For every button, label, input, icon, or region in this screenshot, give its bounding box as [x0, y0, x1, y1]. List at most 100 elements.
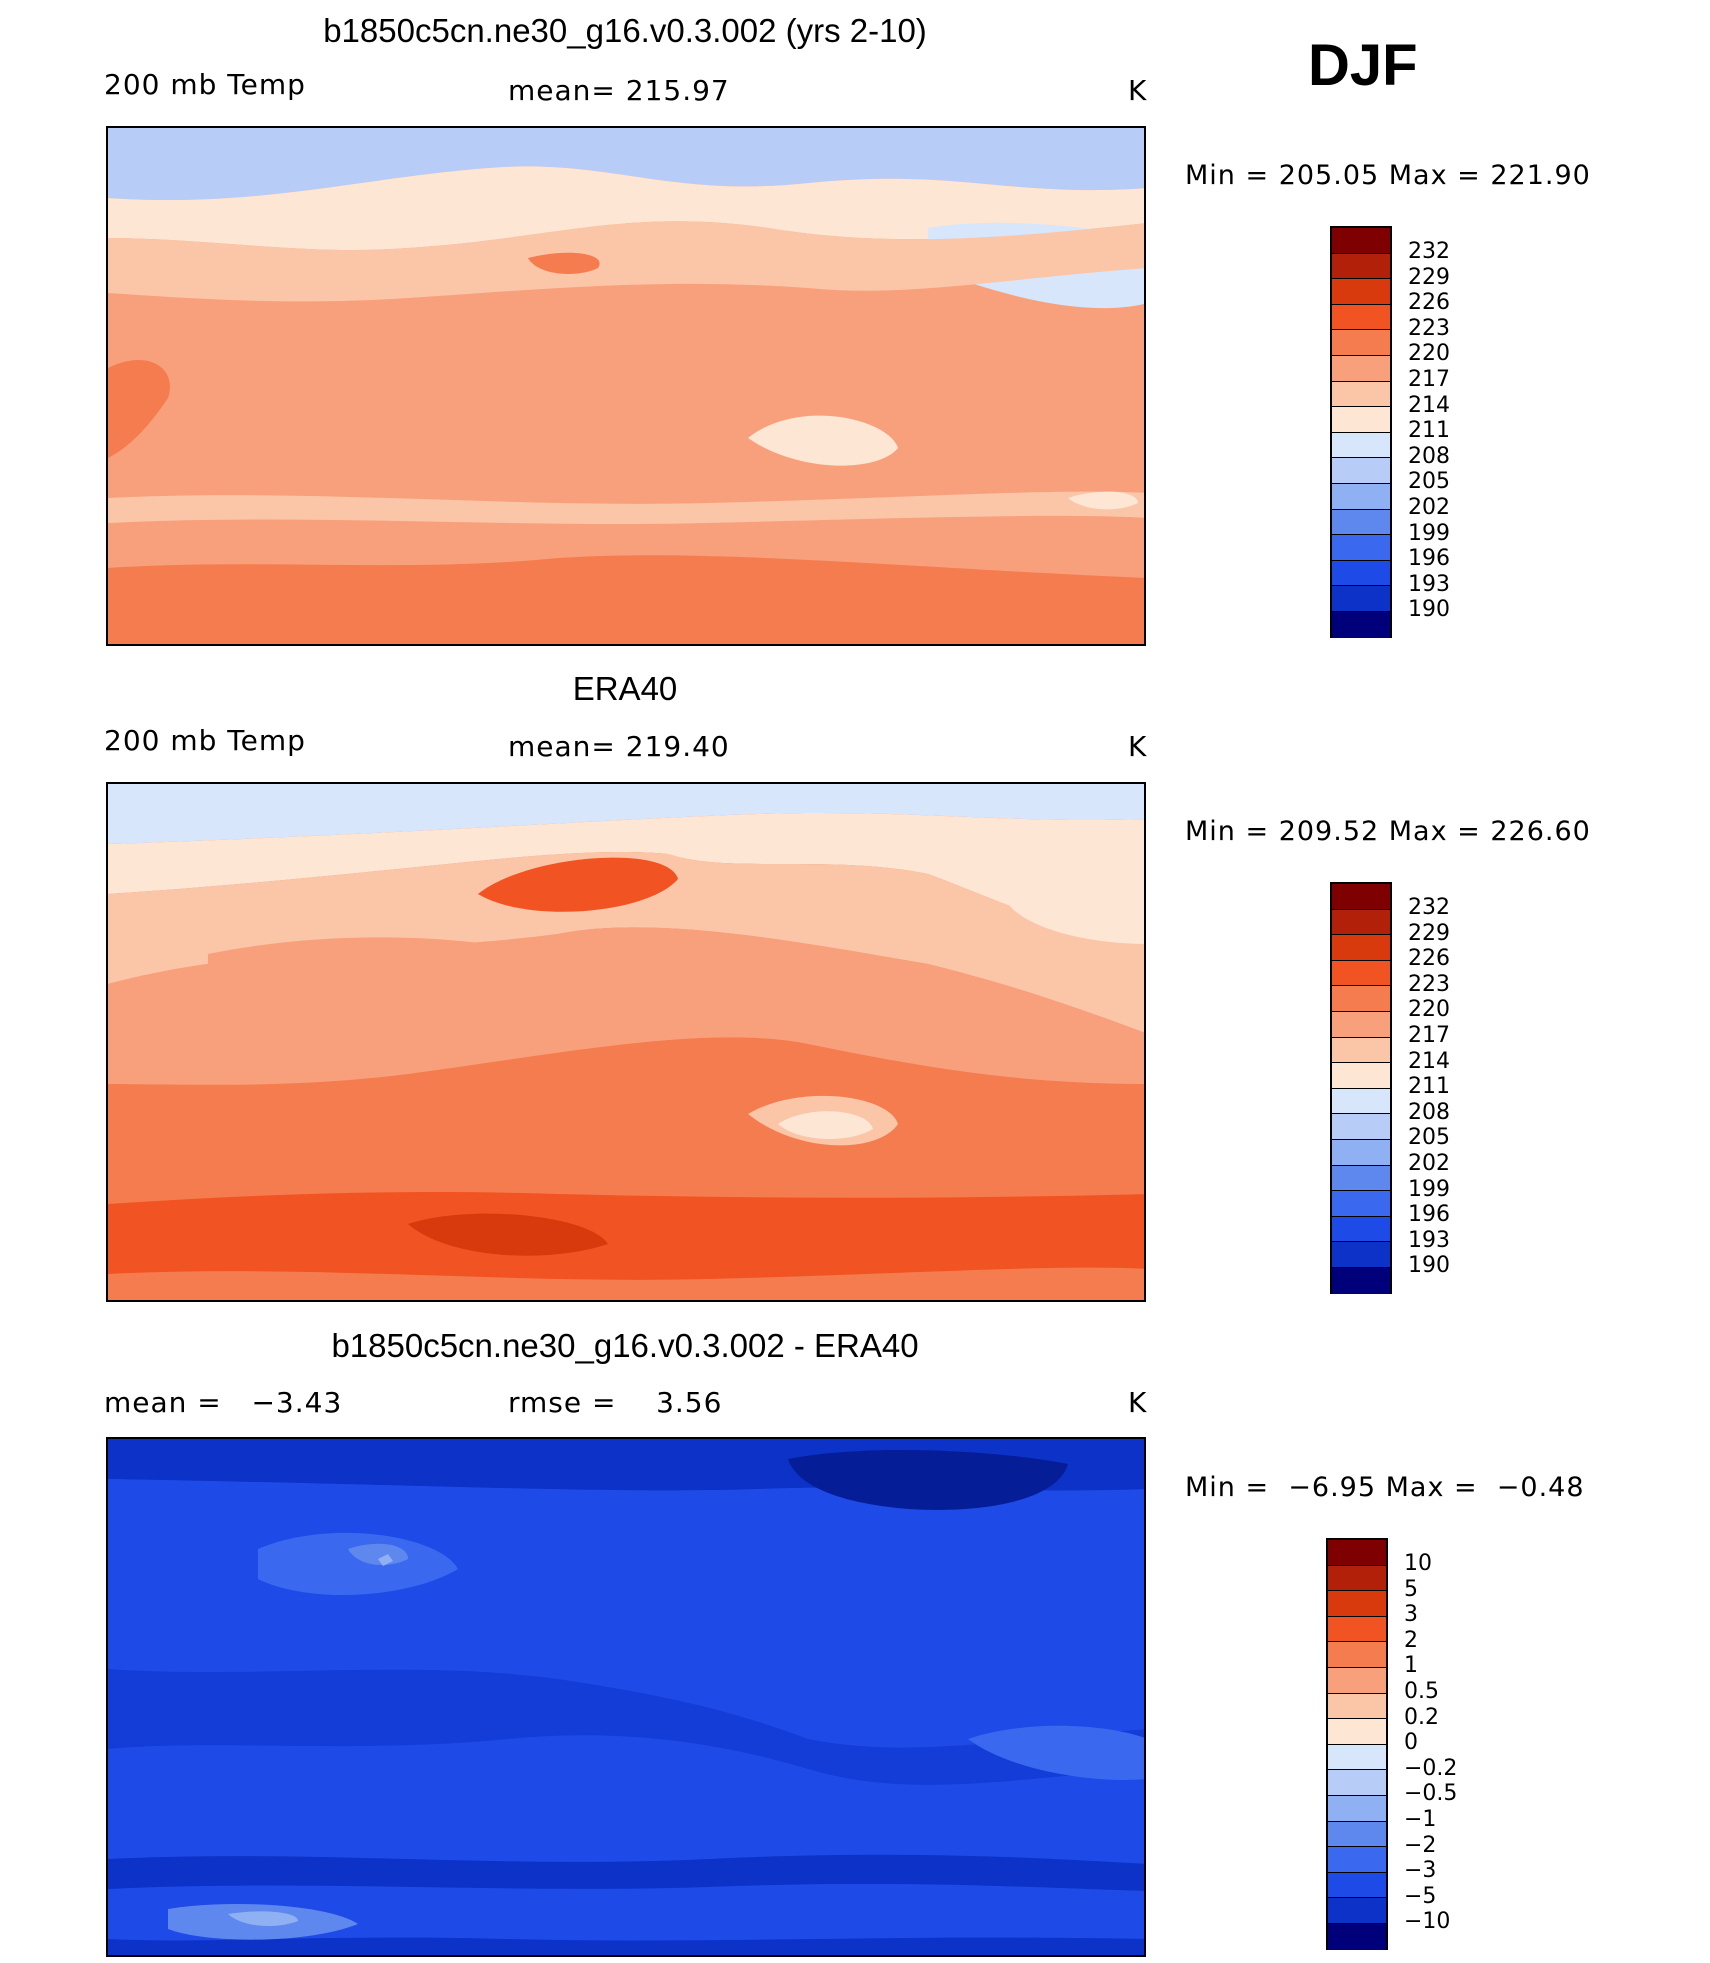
panel2-colorbar-swatch: [1332, 884, 1390, 910]
colorbar-tick-label: 226: [1408, 946, 1450, 972]
colorbar-tick-label: 205: [1408, 1125, 1450, 1151]
colorbar-tick-label: 190: [1408, 1253, 1450, 1279]
panel2-colorbar-swatch: [1332, 1165, 1390, 1192]
panel2-colorbar-swatch: [1332, 1037, 1390, 1064]
colorbar-tick-label: 199: [1408, 1176, 1450, 1202]
colorbar-tick-label: −3: [1404, 1858, 1437, 1884]
panel2-colorbar-swatch: [1332, 1114, 1390, 1140]
panel3-colorbar-labels: 10 5 3 2 1 0.5 0.2 0 −0.2 −0.5 −1 −2 −3 …: [1404, 1551, 1457, 1935]
panel3-colorbar-swatch: [1328, 1540, 1386, 1566]
panel2-minmax-label: Min = 209.52 Max = 226.60: [1185, 816, 1591, 847]
panel3-colorbar-swatch: [1328, 1821, 1386, 1848]
colorbar-tick-label: 217: [1408, 366, 1450, 392]
panel2-left-label: 200 mb Temp: [104, 724, 306, 757]
panel3-units-label: K: [1128, 1386, 1148, 1419]
panel1-colorbar-swatch: [1332, 432, 1390, 459]
colorbar-tick-label: 202: [1408, 494, 1450, 520]
colorbar-tick-label: −2: [1404, 1832, 1437, 1858]
colorbar-tick-label: 196: [1408, 546, 1450, 572]
panel3-rmse-label: rmse = 3.56: [508, 1386, 723, 1419]
panel2-contour-field: [108, 784, 1144, 1300]
panel2-colorbar-swatch: [1332, 1088, 1390, 1115]
colorbar-tick-label: 223: [1408, 315, 1450, 341]
panel1-colorbar-swatch: [1332, 381, 1390, 408]
panel2-colorbar-swatch: [1332, 986, 1390, 1012]
colorbar-tick-label: 2: [1404, 1627, 1418, 1653]
panel2-mean-label: mean= 219.40: [508, 730, 730, 763]
colorbar-tick-label: 223: [1408, 971, 1450, 997]
panel1-colorbar-swatch: [1332, 611, 1390, 638]
panel3-mean-label: mean = −3.43: [104, 1386, 343, 1419]
colorbar-tick-label: 202: [1408, 1150, 1450, 1176]
panel3-colorbar-swatch: [1328, 1898, 1386, 1924]
panel1-colorbar: [1330, 226, 1392, 638]
colorbar-tick-label: 229: [1408, 264, 1450, 290]
panel1-colorbar-labels: 232 229 226 223 220 217 214 211 208 205 …: [1408, 239, 1450, 623]
colorbar-tick-label: 10: [1404, 1551, 1432, 1576]
panel1-colorbar-swatch: [1332, 560, 1390, 587]
colorbar-tick-label: 199: [1408, 520, 1450, 546]
colorbar-tick-label: 214: [1408, 392, 1450, 418]
panel3-contour-field: [108, 1439, 1144, 1955]
colorbar-tick-label: 211: [1408, 1074, 1450, 1100]
panel2-colorbar-swatch: [1332, 1242, 1390, 1268]
colorbar-tick-label: −5: [1404, 1883, 1437, 1909]
colorbar-tick-label: 208: [1408, 443, 1450, 469]
panel2-colorbar-swatch: [1332, 1063, 1390, 1089]
panel3-colorbar-swatch: [1328, 1591, 1386, 1617]
panel1-units-label: K: [1128, 74, 1148, 107]
panel3-colorbar-swatch: [1328, 1847, 1386, 1873]
panel1-map: [106, 126, 1146, 646]
colorbar-tick-label: 3: [1404, 1602, 1418, 1628]
panel3-colorbar-swatch: [1328, 1770, 1386, 1796]
panel2-colorbar-swatch: [1332, 909, 1390, 936]
colorbar-tick-label: 0: [1404, 1730, 1418, 1756]
panel3-colorbar-swatch: [1328, 1872, 1386, 1899]
panel1-colorbar-swatch: [1332, 535, 1390, 561]
panel3-colorbar-swatch: [1328, 1744, 1386, 1771]
colorbar-tick-label: 226: [1408, 290, 1450, 316]
colorbar-tick-label: 196: [1408, 1202, 1450, 1228]
panel3-colorbar-swatch: [1328, 1795, 1386, 1822]
colorbar-tick-label: 205: [1408, 469, 1450, 495]
colorbar-tick-label: 229: [1408, 920, 1450, 946]
panel3-colorbar-swatch: [1328, 1719, 1386, 1745]
panel1-colorbar-swatch: [1332, 458, 1390, 484]
panel1-contour-field: [108, 128, 1144, 644]
panel3-title: b1850c5cn.ne30_g16.v0.3.002 - ERA40: [331, 1327, 919, 1364]
panel1-mean-label: mean= 215.97: [508, 74, 730, 107]
panel2-colorbar-swatch: [1332, 1267, 1390, 1294]
colorbar-tick-label: 193: [1408, 1227, 1450, 1253]
panel2-colorbar-swatch: [1332, 960, 1390, 987]
panel1-colorbar-swatch: [1332, 330, 1390, 356]
panel2-colorbar-swatch: [1332, 1011, 1390, 1038]
panel3-colorbar-swatch: [1328, 1616, 1386, 1643]
colorbar-tick-label: 5: [1404, 1576, 1418, 1602]
panel1-colorbar-swatch: [1332, 355, 1390, 382]
panel2-colorbar-swatch: [1332, 935, 1390, 961]
colorbar-tick-label: −0.2: [1404, 1755, 1458, 1781]
colorbar-tick-label: 0.5: [1404, 1678, 1439, 1704]
colorbar-tick-label: 220: [1408, 341, 1450, 367]
panel2-map: [106, 782, 1146, 1302]
panel2-colorbar-swatch: [1332, 1191, 1390, 1217]
panel1-colorbar-swatch: [1332, 253, 1390, 280]
panel2-colorbar-swatch: [1332, 1139, 1390, 1166]
panel1-colorbar-swatch: [1332, 279, 1390, 305]
colorbar-tick-label: −1: [1404, 1806, 1437, 1832]
panel3-colorbar-swatch: [1328, 1565, 1386, 1592]
panel3-colorbar-swatch: [1328, 1693, 1386, 1720]
panel1-colorbar-swatch: [1332, 304, 1390, 331]
colorbar-tick-label: 190: [1408, 597, 1450, 623]
panel3-colorbar: [1326, 1538, 1388, 1950]
colorbar-tick-label: 208: [1408, 1099, 1450, 1125]
panel2-title: ERA40: [572, 670, 678, 707]
colorbar-tick-label: 217: [1408, 1022, 1450, 1048]
colorbar-tick-label: 220: [1408, 997, 1450, 1023]
colorbar-tick-label: 232: [1408, 895, 1450, 920]
season-label: DJF: [1308, 33, 1418, 98]
panel1-left-label: 200 mb Temp: [104, 68, 306, 101]
colorbar-tick-label: 214: [1408, 1048, 1450, 1074]
panel3-map: [106, 1437, 1146, 1957]
panel2-units-label: K: [1128, 730, 1148, 763]
